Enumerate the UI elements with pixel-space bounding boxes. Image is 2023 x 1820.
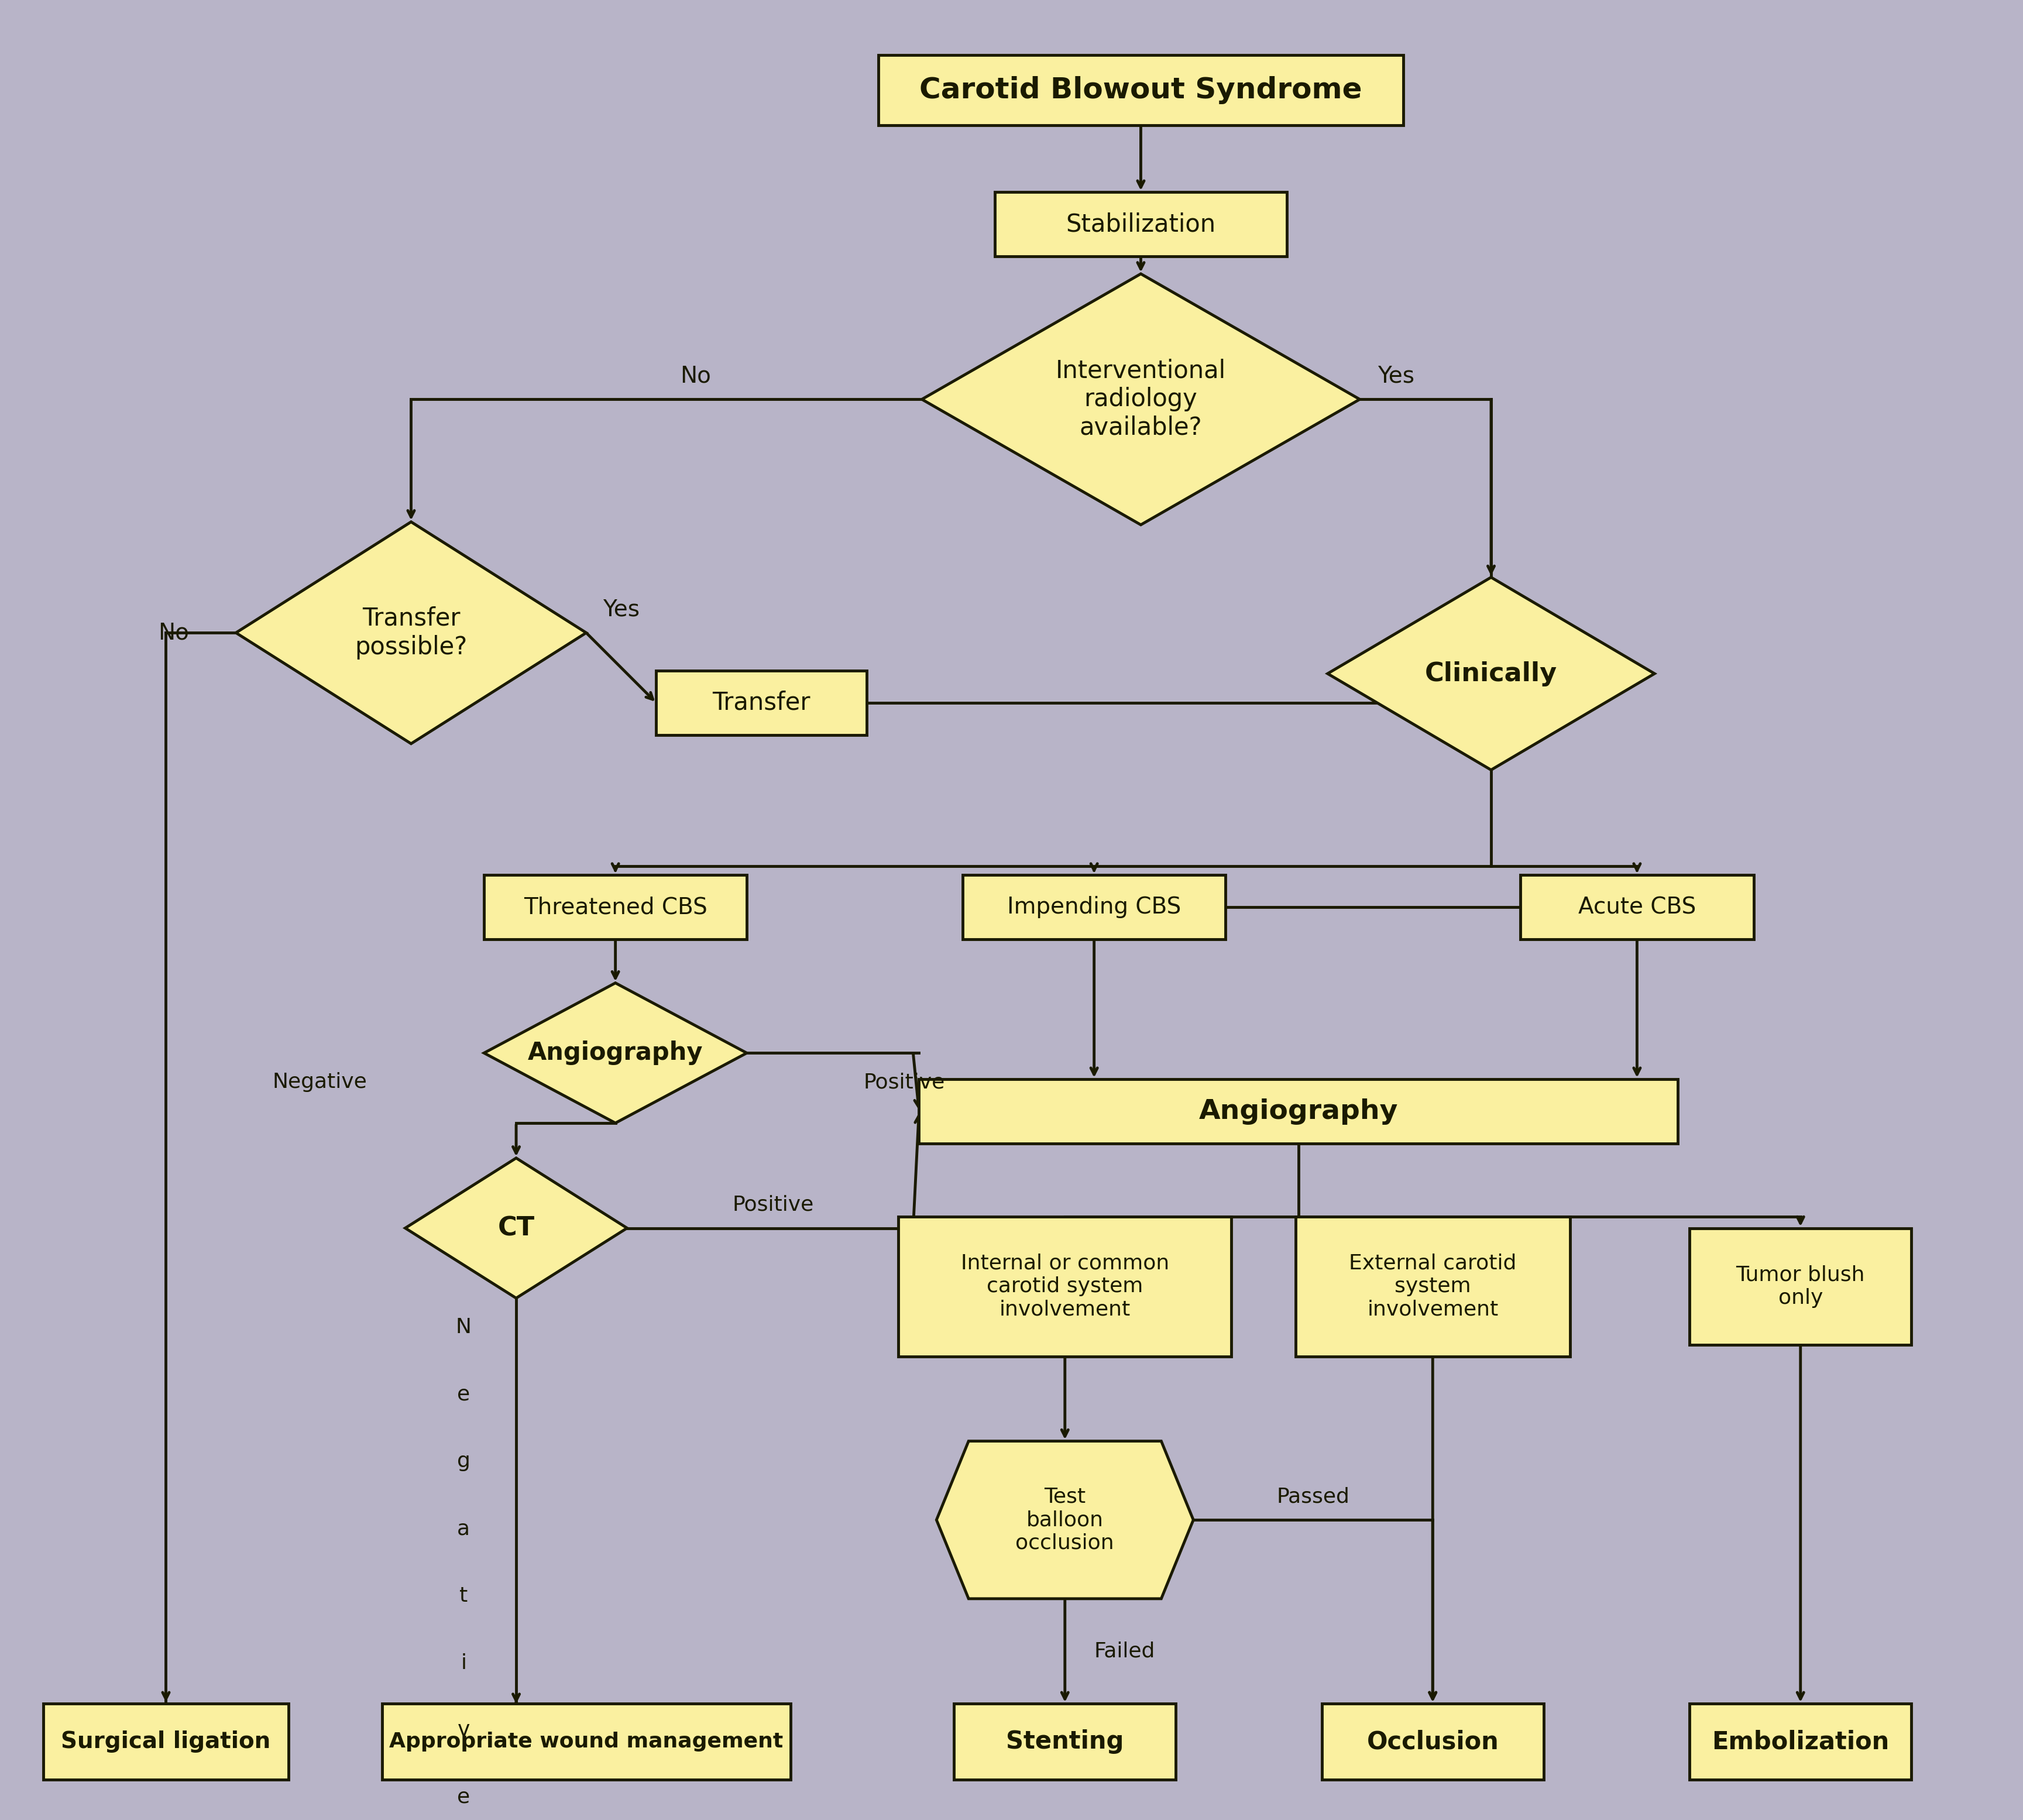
- FancyBboxPatch shape: [898, 1216, 1232, 1356]
- Text: Transfer
possible?: Transfer possible?: [354, 606, 467, 659]
- Text: a: a: [457, 1518, 469, 1538]
- Text: Transfer: Transfer: [712, 690, 811, 715]
- FancyBboxPatch shape: [1689, 1704, 1912, 1780]
- Text: Failed: Failed: [1094, 1642, 1155, 1662]
- FancyBboxPatch shape: [655, 672, 866, 735]
- Text: v: v: [457, 1720, 469, 1740]
- Text: Surgical ligation: Surgical ligation: [61, 1731, 271, 1753]
- Text: Positive: Positive: [864, 1072, 945, 1092]
- FancyBboxPatch shape: [483, 875, 746, 939]
- Text: CT: CT: [498, 1216, 534, 1241]
- Text: Angiography: Angiography: [528, 1041, 704, 1065]
- Polygon shape: [483, 983, 746, 1123]
- Text: e: e: [457, 1787, 469, 1807]
- Text: Negative: Negative: [273, 1072, 368, 1092]
- Polygon shape: [937, 1441, 1194, 1598]
- Text: e: e: [457, 1385, 469, 1405]
- Text: External carotid
system
involvement: External carotid system involvement: [1349, 1254, 1517, 1320]
- Text: No: No: [158, 622, 190, 644]
- Text: Stabilization: Stabilization: [1066, 211, 1216, 237]
- FancyBboxPatch shape: [382, 1704, 791, 1780]
- FancyBboxPatch shape: [995, 193, 1287, 257]
- Text: Appropriate wound management: Appropriate wound management: [388, 1733, 783, 1751]
- Polygon shape: [405, 1158, 627, 1298]
- Polygon shape: [237, 522, 587, 744]
- Text: Threatened CBS: Threatened CBS: [524, 895, 708, 919]
- Text: Embolization: Embolization: [1711, 1729, 1889, 1754]
- FancyBboxPatch shape: [1519, 875, 1754, 939]
- Text: Impending CBS: Impending CBS: [1007, 895, 1181, 919]
- FancyBboxPatch shape: [1689, 1228, 1912, 1345]
- FancyBboxPatch shape: [42, 1704, 289, 1780]
- Text: g: g: [457, 1452, 469, 1472]
- Text: Positive: Positive: [732, 1194, 813, 1214]
- Text: Carotid Blowout Syndrome: Carotid Blowout Syndrome: [920, 76, 1361, 104]
- Text: Internal or common
carotid system
involvement: Internal or common carotid system involv…: [961, 1254, 1169, 1320]
- Text: No: No: [680, 364, 712, 388]
- Polygon shape: [1327, 577, 1655, 770]
- Text: Angiography: Angiography: [1200, 1097, 1398, 1125]
- FancyBboxPatch shape: [955, 1704, 1175, 1780]
- FancyBboxPatch shape: [1295, 1216, 1570, 1356]
- Text: Clinically: Clinically: [1424, 661, 1558, 686]
- FancyBboxPatch shape: [1321, 1704, 1544, 1780]
- FancyBboxPatch shape: [878, 55, 1404, 126]
- Text: Yes: Yes: [603, 599, 639, 621]
- Text: Yes: Yes: [1378, 364, 1414, 388]
- Text: Occlusion: Occlusion: [1368, 1729, 1499, 1754]
- FancyBboxPatch shape: [918, 1079, 1677, 1143]
- Text: Stenting: Stenting: [1005, 1729, 1125, 1754]
- Text: Tumor blush
only: Tumor blush only: [1736, 1265, 1865, 1309]
- Text: t: t: [459, 1585, 467, 1605]
- Text: N: N: [455, 1318, 471, 1338]
- FancyBboxPatch shape: [963, 875, 1226, 939]
- Text: Test
balloon
occlusion: Test balloon occlusion: [1016, 1487, 1115, 1552]
- Text: i: i: [461, 1653, 467, 1673]
- Polygon shape: [922, 273, 1359, 524]
- Text: Acute CBS: Acute CBS: [1578, 895, 1695, 919]
- Text: Passed: Passed: [1277, 1487, 1349, 1507]
- Text: Interventional
radiology
available?: Interventional radiology available?: [1056, 359, 1226, 440]
